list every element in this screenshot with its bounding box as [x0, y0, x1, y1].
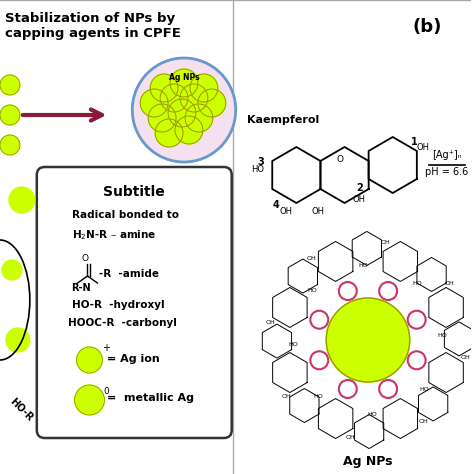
Text: 4: 4 [273, 200, 280, 210]
Text: -R  -amide: -R -amide [100, 269, 159, 279]
Text: OH: OH [460, 356, 470, 360]
Text: OH: OH [419, 419, 429, 424]
Text: pH = 6.6: pH = 6.6 [425, 167, 469, 177]
Text: =  metallic Ag: = metallic Ag [108, 393, 194, 403]
Text: HO: HO [368, 412, 378, 418]
Text: 3: 3 [258, 157, 264, 167]
Polygon shape [273, 287, 307, 328]
Polygon shape [288, 259, 318, 293]
Circle shape [140, 89, 168, 117]
Circle shape [150, 74, 178, 102]
Polygon shape [319, 241, 353, 282]
Text: Ag NPs: Ag NPs [169, 73, 199, 82]
Polygon shape [319, 399, 353, 438]
Circle shape [175, 116, 203, 144]
Text: Ag NPs: Ag NPs [343, 455, 393, 468]
Text: R-N: R-N [72, 283, 91, 293]
Polygon shape [262, 324, 292, 358]
Text: (b): (b) [413, 18, 442, 36]
Circle shape [2, 260, 22, 280]
Polygon shape [369, 137, 417, 193]
Text: HOOC-R  -carbonyl: HOOC-R -carbonyl [68, 318, 176, 328]
Polygon shape [419, 387, 448, 421]
Text: Kaempferol: Kaempferol [246, 115, 319, 125]
Circle shape [180, 84, 208, 112]
Text: [Ag⁺]ₙ: [Ag⁺]ₙ [432, 150, 462, 160]
Polygon shape [352, 231, 382, 265]
Polygon shape [429, 353, 463, 392]
Text: HO: HO [252, 165, 264, 174]
Polygon shape [272, 147, 320, 203]
FancyBboxPatch shape [37, 167, 232, 438]
Text: OH: OH [444, 281, 454, 286]
Polygon shape [445, 322, 474, 356]
Text: H$_2$N-R – amine: H$_2$N-R – amine [72, 228, 156, 242]
Text: Radical bonded to: Radical bonded to [72, 210, 179, 220]
Text: HO-R  -hydroxyl: HO-R -hydroxyl [72, 300, 164, 310]
Text: 0: 0 [103, 387, 109, 396]
Text: HO: HO [289, 342, 299, 347]
Text: OH: OH [307, 256, 317, 261]
Text: 2: 2 [356, 183, 363, 193]
Text: O: O [82, 254, 89, 263]
Circle shape [185, 104, 213, 132]
Text: Subtitle: Subtitle [103, 185, 165, 199]
Text: OH: OH [353, 195, 365, 204]
Circle shape [6, 328, 30, 352]
Text: +: + [102, 343, 110, 353]
Text: 1: 1 [411, 137, 418, 147]
Text: HO: HO [419, 387, 429, 392]
Text: OH: OH [381, 240, 391, 245]
Polygon shape [290, 389, 319, 422]
Circle shape [0, 75, 20, 95]
Text: HO: HO [307, 288, 317, 293]
Polygon shape [383, 241, 418, 282]
Polygon shape [273, 353, 307, 392]
Circle shape [160, 84, 188, 112]
Circle shape [190, 74, 218, 102]
Text: OH: OH [312, 207, 325, 216]
Circle shape [132, 58, 236, 162]
Text: OH: OH [280, 207, 293, 216]
Polygon shape [417, 257, 446, 292]
Text: = Ag ion: = Ag ion [108, 354, 160, 364]
Circle shape [148, 104, 176, 132]
Text: OH: OH [417, 143, 429, 152]
Polygon shape [355, 415, 384, 448]
Circle shape [74, 385, 104, 415]
Text: OH: OH [266, 319, 276, 325]
Text: HO-R: HO-R [8, 397, 35, 423]
Text: HO: HO [438, 333, 447, 338]
Circle shape [155, 119, 183, 147]
Circle shape [170, 69, 198, 97]
Circle shape [9, 187, 35, 213]
Text: OH: OH [345, 435, 355, 440]
Text: HO: HO [358, 263, 368, 268]
Circle shape [326, 298, 410, 382]
Circle shape [168, 99, 196, 127]
Polygon shape [429, 287, 463, 328]
Circle shape [77, 347, 102, 373]
Text: HO: HO [314, 394, 324, 399]
Text: OH: OH [282, 394, 292, 399]
Circle shape [0, 105, 20, 125]
Circle shape [198, 89, 226, 117]
Text: HO: HO [412, 281, 422, 286]
Polygon shape [383, 399, 418, 438]
Polygon shape [320, 147, 369, 203]
Text: Stabilization of NPs by
capping agents in CPFE: Stabilization of NPs by capping agents i… [5, 12, 181, 40]
Circle shape [0, 135, 20, 155]
Text: O: O [336, 155, 343, 164]
